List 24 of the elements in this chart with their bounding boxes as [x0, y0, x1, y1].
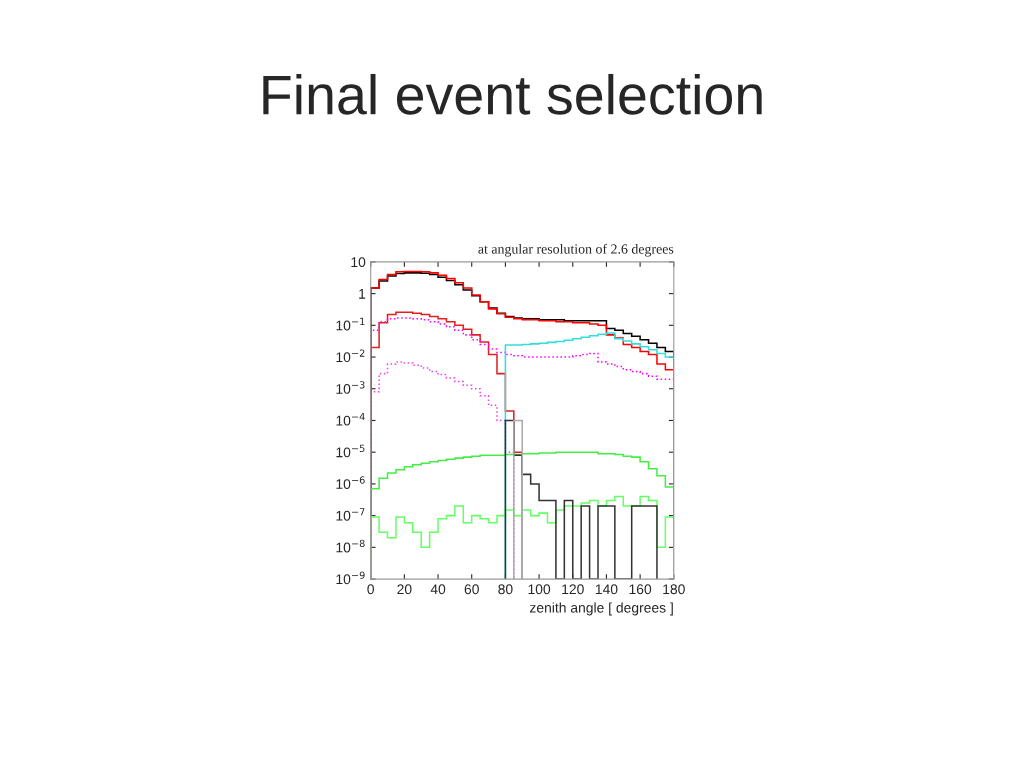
- y-tick-label: 10$^{−9}$: [336, 571, 365, 585]
- chart-subtitle: at angular resolution of 2.6 degrees: [478, 243, 674, 257]
- x-tick-label: 80: [498, 584, 513, 595]
- x-tick-label: 140: [595, 584, 618, 595]
- y-tick-label: 10$^{−6}$: [336, 476, 365, 489]
- x-tick-label: 20: [397, 584, 412, 595]
- y-tick-label: 10$^{−3}$: [336, 381, 365, 394]
- x-tick-label: 120: [562, 584, 584, 595]
- x-tick-label: 0: [367, 584, 375, 595]
- x-tick-label: 40: [430, 584, 446, 595]
- x-axis-title: zenith angle [ degrees ]: [529, 602, 673, 616]
- y-tick-label: 10$^{−8}$: [336, 539, 365, 553]
- chart-title: Final event selection: [263, 73, 762, 115]
- y-tick-label: 10$^{−7}$: [336, 508, 365, 521]
- y-tick-label: 10$^{−5}$: [336, 444, 365, 458]
- x-tick-label: 180: [663, 584, 685, 595]
- y-tick-label: 10$^{−1}$: [336, 317, 365, 331]
- x-tick-label: 60: [464, 584, 479, 595]
- y-tick-label: 1: [359, 289, 366, 299]
- y-tick-label: 10$^{−2}$: [336, 349, 365, 363]
- y-tick-label: 10: [351, 257, 366, 268]
- x-tick-label: 100: [528, 584, 551, 595]
- x-tick-label: 160: [629, 584, 652, 595]
- y-tick-label: 10$^{−4}$: [336, 413, 365, 426]
